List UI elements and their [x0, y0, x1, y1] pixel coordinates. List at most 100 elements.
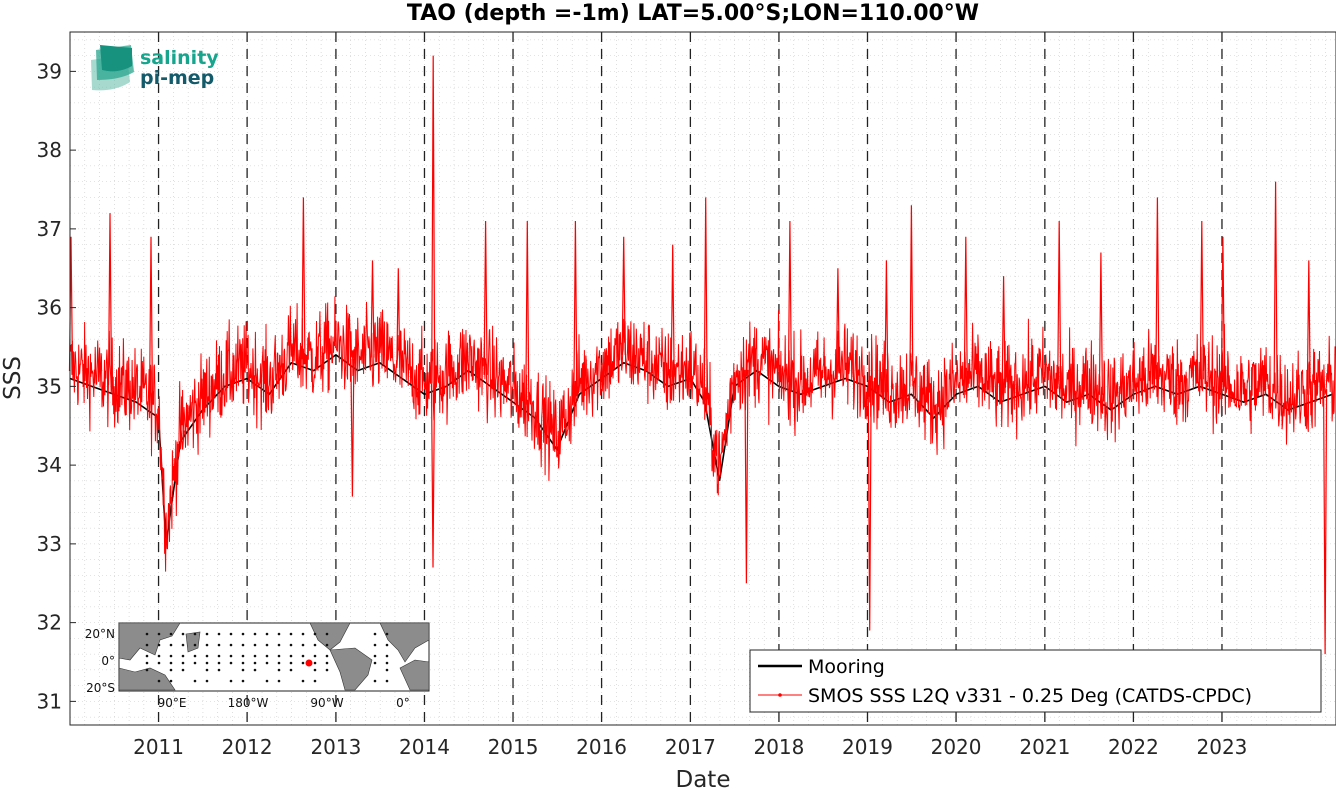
mooring-dot	[181, 632, 185, 636]
series-peak-smos	[621, 236, 626, 355]
mooring-dot	[253, 668, 257, 672]
logo-text-salinity: salinity	[140, 47, 219, 69]
mooring-dot	[301, 632, 305, 636]
series-peak-smos	[1306, 260, 1311, 395]
series-peak-smos	[1199, 220, 1204, 380]
x-tick-label: 2014	[399, 735, 450, 759]
y-tick-label: 36	[37, 296, 62, 320]
x-tick-label: 2013	[310, 735, 361, 759]
mooring-dot	[325, 643, 329, 647]
series-peak-smos	[431, 55, 436, 384]
y-tick-label: 35	[37, 374, 62, 398]
mooring-dot	[241, 679, 245, 683]
inset-map: 20°N 0° 20°S 90°E 180°W 90°W 0°	[85, 622, 430, 710]
mooring-dot	[169, 668, 173, 672]
mooring-dot	[373, 632, 377, 636]
series-layer	[68, 55, 1336, 655]
mooring-dot	[217, 643, 221, 647]
mooring-dot	[253, 661, 257, 665]
x-tick-label: 2019	[842, 735, 893, 759]
series-peak-smos	[744, 369, 749, 584]
mooring-dot	[169, 679, 173, 683]
series-peak-smos	[884, 260, 889, 393]
mooring-dot	[145, 654, 149, 658]
mooring-dot	[385, 668, 389, 672]
mooring-dot	[289, 643, 293, 647]
legend: Mooring SMOS SSS L2Q v331 - 0.25 Deg (CA…	[749, 649, 1322, 713]
mooring-dot	[157, 661, 161, 665]
series-peak-smos	[670, 244, 675, 377]
mooring-dot	[313, 661, 317, 665]
mooring-dot	[313, 643, 317, 647]
series-peak-smos	[1155, 197, 1160, 380]
mooring-dot	[205, 661, 209, 665]
mooring-dot	[301, 643, 305, 647]
series-peak-smos	[301, 197, 306, 360]
mooring-dot	[385, 679, 389, 683]
mooring-dot	[217, 668, 221, 672]
inset-land	[118, 622, 430, 691]
mooring-dot	[241, 654, 245, 658]
series-peak-smos	[107, 213, 113, 386]
series-peak-smos	[787, 220, 792, 383]
series-peak-smos	[703, 197, 708, 400]
mooring-dot	[301, 661, 305, 665]
mooring-dot	[265, 643, 269, 647]
series-peak-smos	[525, 220, 530, 405]
series-line-smos	[70, 296, 1336, 572]
mooring-dot	[205, 654, 209, 658]
mooring-dot	[373, 679, 377, 683]
mooring-dot	[229, 654, 233, 658]
mooring-dot	[181, 668, 185, 672]
series-peak-smos	[430, 383, 436, 568]
mooring-dot	[181, 661, 185, 665]
axis-ticks: 2011 2012 2013 2014 2015 2016 2017 2018 2019 2020…	[37, 59, 1248, 759]
series-peak-smos	[483, 220, 488, 375]
mooring-dot	[277, 679, 281, 683]
mooring-dot	[145, 668, 149, 672]
y-axis-label: SSS	[0, 356, 26, 400]
inset-lat-label: 0°	[101, 654, 115, 668]
mooring-dot	[277, 654, 281, 658]
inset-lon-label: 180°W	[228, 696, 269, 710]
series-peak-smos	[1273, 181, 1278, 394]
inset-lat-label: 20°S	[86, 681, 115, 695]
grid	[69, 32, 1336, 725]
mooring-dot	[253, 632, 257, 636]
mooring-array-dots	[145, 632, 389, 683]
mooring-dot	[277, 632, 281, 636]
series-peak-smos	[180, 430, 185, 450]
mooring-dot	[373, 643, 377, 647]
mooring-dot	[169, 654, 173, 658]
legend-swatch-smos-marker	[778, 693, 782, 697]
mooring-dot	[301, 654, 305, 658]
mooring-dot	[289, 668, 293, 672]
mooring-dot	[253, 643, 257, 647]
plot-frame	[69, 31, 1336, 726]
mooring-dot	[145, 661, 149, 665]
series-peak-smos	[909, 205, 914, 387]
x-tick-label: 2012	[222, 735, 273, 759]
mooring-dot	[385, 661, 389, 665]
mooring-dot	[289, 632, 293, 636]
y-tick-label: 38	[37, 138, 62, 162]
series-peak-smos	[396, 268, 401, 368]
mooring-dot	[145, 632, 149, 636]
mooring-dot	[241, 668, 245, 672]
mooring-dot	[157, 679, 161, 683]
legend-label-mooring: Mooring	[808, 656, 885, 678]
x-tick-label: 2015	[488, 735, 539, 759]
x-tick-label: 2020	[931, 735, 982, 759]
mooring-dot	[253, 654, 257, 658]
mooring-dot	[289, 661, 293, 665]
mooring-dot	[265, 661, 269, 665]
mooring-dot	[217, 632, 221, 636]
mooring-dot	[217, 661, 221, 665]
series-peak-smos	[573, 220, 578, 397]
mooring-dot	[385, 632, 389, 636]
mooring-dot	[313, 654, 317, 658]
mooring-dot	[169, 632, 173, 636]
mooring-dot	[157, 632, 161, 636]
series-peak-smos	[835, 268, 840, 374]
